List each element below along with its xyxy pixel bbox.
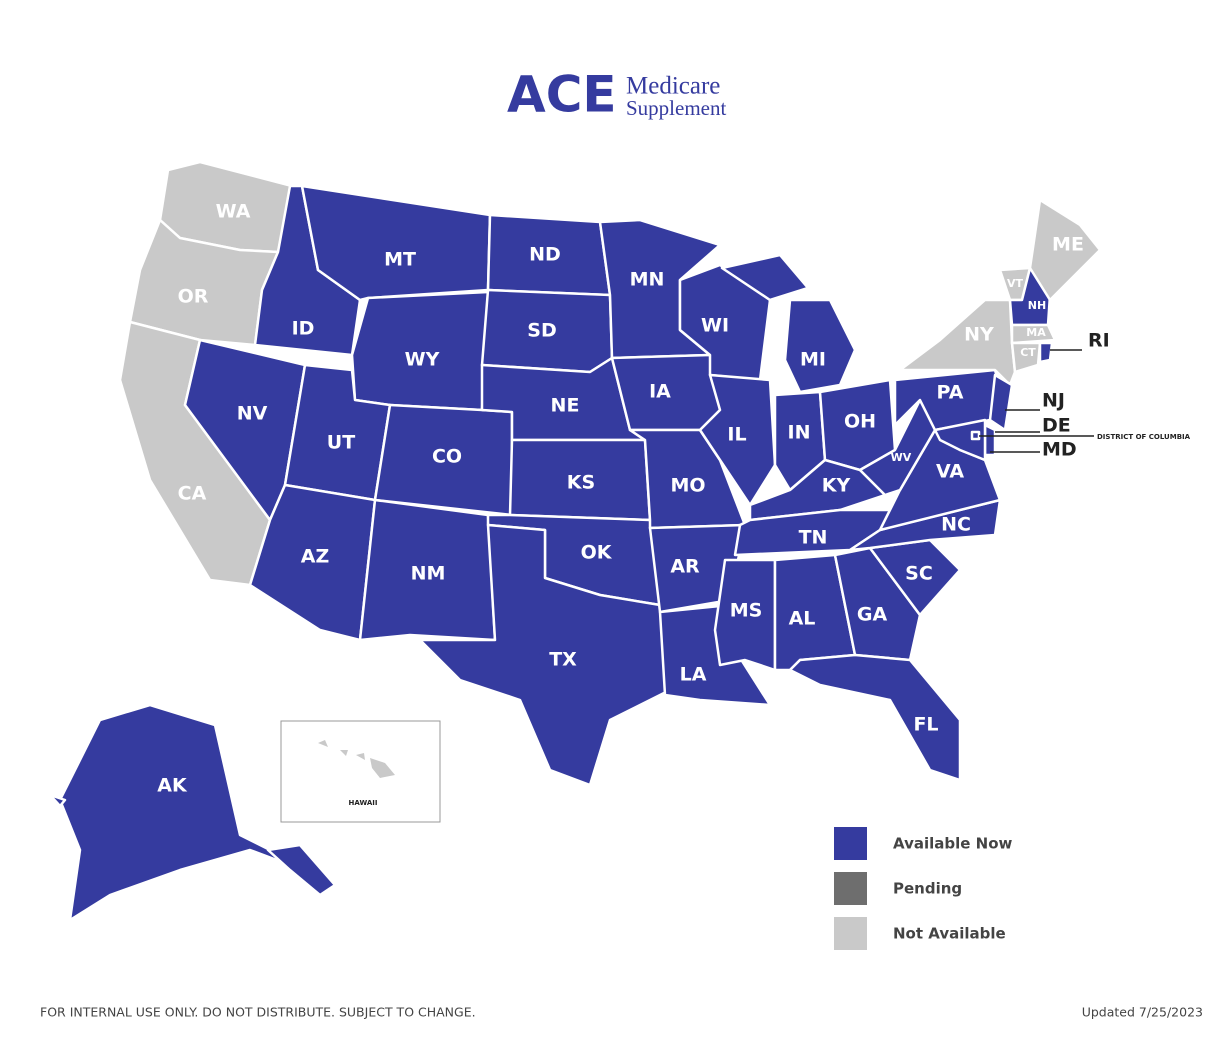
state-label: NH (1028, 299, 1046, 312)
state-shape (988, 373, 1014, 432)
state-label: MS (730, 600, 763, 622)
state-label: NC (941, 514, 971, 536)
logo-brand: ACE (507, 66, 617, 124)
logo-line1: Medicare (626, 73, 720, 100)
hawaii-inset (280, 720, 441, 823)
state-shape (983, 423, 997, 457)
state-label: OK (581, 542, 613, 564)
legend-swatch (834, 917, 867, 950)
state-shape (1028, 198, 1102, 302)
state-shape (318, 740, 328, 747)
state-label: MT (384, 249, 416, 271)
state-label: WV (891, 451, 912, 464)
state-shape (358, 498, 497, 642)
state-label: KS (567, 472, 595, 494)
state-label: NE (551, 395, 580, 417)
state-label: ND (529, 244, 561, 266)
state-shape (1038, 341, 1054, 364)
state-label: NV (237, 403, 268, 425)
state-label: AK (157, 775, 188, 797)
logo-line2: Supplement (626, 96, 726, 120)
state-shape (720, 253, 810, 302)
state-label: MO (670, 475, 705, 497)
state-label: IN (788, 422, 811, 444)
state-label: MA (1026, 326, 1046, 339)
state-label: MI (800, 349, 826, 371)
state-label: CA (178, 483, 207, 505)
state-label: CO (432, 446, 462, 468)
legend-label: Pending (893, 880, 962, 898)
state-label: NJ (1042, 390, 1065, 412)
state-label: OH (844, 411, 876, 433)
state-label: MN (630, 269, 665, 291)
state-label: SD (527, 320, 556, 342)
footer-notice: FOR INTERNAL USE ONLY. DO NOT DISTRIBUTE… (40, 1005, 476, 1020)
state-label: VT (1007, 277, 1024, 290)
state-label: ME (1052, 234, 1084, 256)
legend-swatch (834, 827, 867, 860)
state-shape (48, 793, 67, 808)
footer-updated: Updated 7/25/2023 (1082, 1005, 1203, 1020)
state-shape (266, 843, 337, 897)
state-label: WI (701, 315, 729, 337)
state-label: UT (327, 432, 355, 454)
state-shape (970, 430, 981, 441)
state-label: IL (727, 424, 746, 446)
state-label: LA (680, 664, 707, 686)
state-shape (783, 298, 857, 394)
state-label: AL (789, 608, 816, 630)
state-label: PA (937, 382, 964, 404)
state-label: WA (216, 201, 251, 223)
legend-swatch (834, 872, 867, 905)
state-label: NY (964, 324, 994, 346)
state-label: DE (1042, 415, 1071, 437)
state-label: VA (936, 461, 964, 483)
state-label: HAWAII (349, 799, 378, 807)
legend-label: Available Now (893, 835, 1013, 853)
state-label: AR (670, 556, 700, 578)
state-label: RI (1088, 330, 1110, 352)
state-shape (788, 653, 962, 782)
state-shape (370, 758, 395, 778)
state-shape (1010, 323, 1057, 345)
state-shape (1010, 341, 1042, 374)
state-shape (898, 298, 1017, 387)
state-shape (356, 753, 365, 760)
state-label: TN (799, 527, 828, 549)
state-shape (698, 373, 777, 507)
state-shape (418, 523, 672, 787)
state-shape (58, 703, 332, 922)
state-shape (933, 418, 987, 462)
legend-label: Not Available (893, 925, 1006, 943)
state-shape (340, 750, 348, 756)
state-label: NM (411, 563, 446, 585)
state-label: SC (905, 563, 933, 585)
state-label: CT (1020, 346, 1036, 359)
state-label: WY (405, 349, 440, 371)
state-label: TX (549, 649, 577, 671)
state-label: ID (292, 318, 315, 340)
state-label: AZ (301, 546, 329, 568)
state-label: KY (822, 475, 851, 497)
state-label: FL (913, 714, 938, 736)
state-label: OR (178, 286, 209, 308)
state-label: GA (857, 604, 888, 626)
state-label: MD (1042, 439, 1077, 461)
state-label: DISTRICT OF COLUMBIA (1097, 433, 1191, 441)
state-label: IA (649, 381, 671, 403)
